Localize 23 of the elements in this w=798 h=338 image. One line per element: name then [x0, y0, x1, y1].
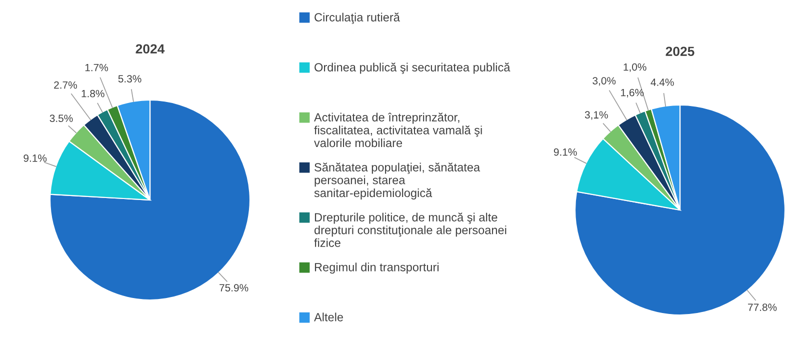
data-label: 3,1% — [584, 111, 608, 120]
chart-title: 2025 — [666, 46, 694, 56]
data-label: 4.4% — [650, 78, 674, 86]
data-label: 2.7% — [54, 81, 77, 89]
legend-label: Ordinea publică şi securitatea publică — [314, 62, 510, 74]
data-label: 9.1% — [554, 148, 577, 156]
data-label: 3,0% — [592, 77, 616, 86]
legend-label: Drepturile politice, de muncă şi alte drepturi constituţionale ale persoanei fizice — [314, 212, 506, 248]
data-label: 3.5% — [50, 114, 73, 122]
data-label: 1,6% — [621, 88, 644, 98]
legend-label: Activitatea de întreprinzător, fiscalitatea, activitatea vamală şi valorile mobiliare — [314, 112, 482, 148]
legend-label: Circulaţia rutieră — [314, 12, 400, 24]
data-label: 9.1% — [24, 154, 47, 162]
data-label: 77.8% — [748, 304, 777, 311]
legend-label: Sănătatea populaţiei, sănătatea persoanei, starea sanitar-epidemiologică — [314, 162, 480, 200]
data-label: 5.3% — [118, 75, 142, 82]
legend-label: Regimul din transporturi — [314, 262, 439, 274]
data-label: 75.9% — [220, 284, 248, 292]
text: 2024 — [136, 44, 165, 54]
data-label: 1.8% — [82, 90, 104, 98]
data-label: 1,0% — [624, 63, 646, 72]
data-label: 1.7% — [85, 64, 108, 72]
legend-label: Altele — [314, 312, 344, 322]
